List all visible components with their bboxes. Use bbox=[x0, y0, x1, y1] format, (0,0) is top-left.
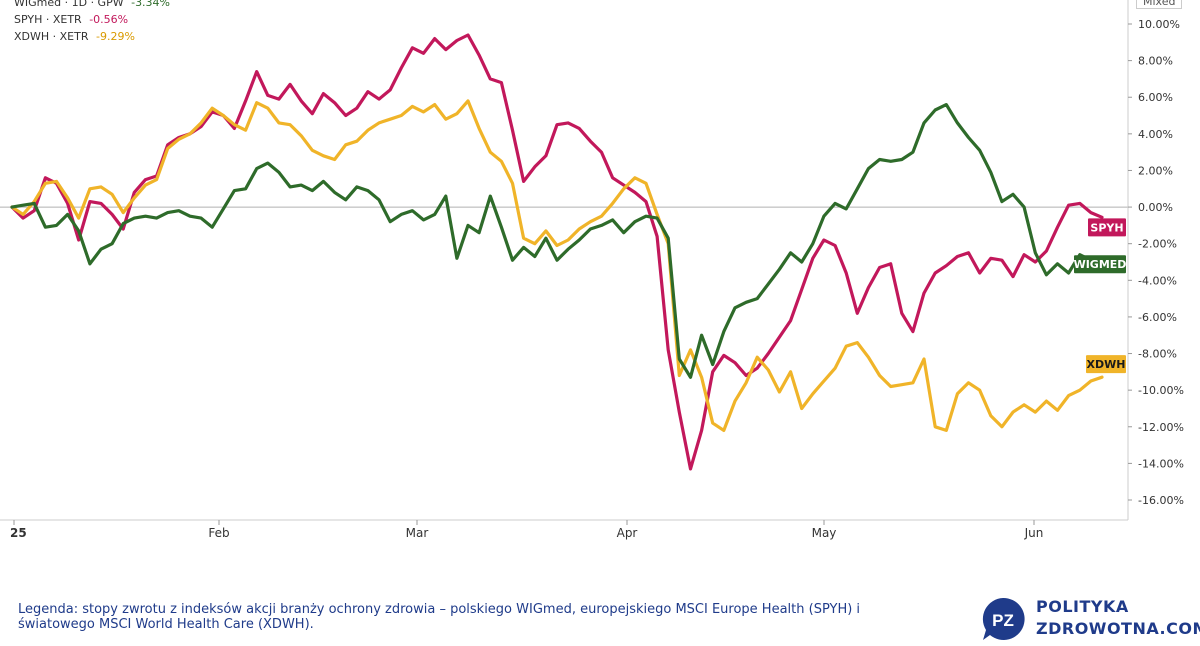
y-tick-label: 8.00% bbox=[1138, 55, 1173, 68]
logo-monogram: PZ bbox=[992, 611, 1014, 630]
end-label-bg bbox=[1088, 218, 1126, 237]
brand-line-1: POLITYKA bbox=[1036, 597, 1129, 616]
legend: WIGmed · 1D · GPW -3.34% SPYH · XETR -0.… bbox=[14, 0, 170, 45]
chart-caption: Legenda: stopy zwrotu z indeksów akcji b… bbox=[18, 602, 861, 632]
y-tick-label: -2.00% bbox=[1138, 238, 1177, 251]
y-tick-label: -14.00% bbox=[1138, 457, 1184, 470]
x-tick-label: May bbox=[812, 526, 837, 540]
y-tick-label: 2.00% bbox=[1138, 164, 1173, 177]
series-end-label-xdwh: XDWH bbox=[1086, 355, 1126, 374]
y-tick-label: -8.00% bbox=[1138, 348, 1177, 361]
series-line-wigmed bbox=[10, 103, 1104, 379]
scale-mode-toggle[interactable]: Mixed bbox=[1136, 0, 1183, 9]
legend-item-spyh: SPYH · XETR -0.56% bbox=[14, 11, 170, 28]
brand-line-2: ZDROWOTNA.COM bbox=[1036, 619, 1200, 638]
legend-value: -0.56% bbox=[89, 13, 129, 26]
legend-item-xdwh: XDWH · XETR -9.29% bbox=[14, 28, 170, 45]
y-tick-label: -6.00% bbox=[1138, 311, 1177, 324]
x-tick-label: 25 bbox=[10, 526, 27, 540]
x-tick-label: Feb bbox=[208, 526, 229, 540]
x-tick-label: Apr bbox=[617, 526, 638, 540]
legend-item-wigmed: WIGmed · 1D · GPW -3.34% bbox=[14, 0, 170, 11]
legend-label: XDWH · XETR bbox=[14, 30, 89, 43]
end-label-text: SPYH bbox=[1090, 221, 1123, 234]
end-label-bg bbox=[1074, 255, 1126, 274]
y-tick-label: 10.00% bbox=[1138, 18, 1180, 31]
end-label-text: XDWH bbox=[1087, 358, 1126, 371]
series-end-label-wigmed: WIGMED bbox=[1074, 255, 1127, 274]
y-tick-label: 0.00% bbox=[1138, 201, 1173, 214]
brand-logo-block: PZ POLITYKA ZDROWOTNA.COM bbox=[980, 592, 1200, 642]
y-tick-label: -12.00% bbox=[1138, 421, 1184, 434]
y-tick-label: -16.00% bbox=[1138, 494, 1184, 507]
legend-value: -9.29% bbox=[96, 30, 135, 43]
line-chart: 10.00% 8.00% 6.00% 4.00% 2.00% 0.00% -2.00% -4.… bbox=[0, 0, 1184, 540]
brand-name: POLITYKA ZDROWOTNA.COM bbox=[1036, 596, 1200, 640]
legend-label: SPYH · XETR bbox=[14, 13, 82, 26]
legend-label: WIGmed · 1D · GPW bbox=[14, 0, 124, 9]
y-tick-label: 6.00% bbox=[1138, 91, 1173, 104]
y-tick-label: -10.00% bbox=[1138, 384, 1184, 397]
legend-value: -3.34% bbox=[131, 0, 171, 9]
y-tick-label: -4.00% bbox=[1138, 274, 1177, 287]
x-tick-label: Mar bbox=[406, 526, 429, 540]
speech-bubble-logo-icon: PZ bbox=[982, 597, 1025, 640]
y-tick-label: 4.00% bbox=[1138, 128, 1173, 141]
series-line-xdwh bbox=[10, 99, 1104, 432]
end-label-bg bbox=[1086, 355, 1126, 374]
x-tick-label: Jun bbox=[1024, 526, 1044, 540]
end-label-text: WIGMED bbox=[1074, 258, 1127, 271]
plot-area bbox=[0, 0, 1128, 520]
series-end-label-spyh: SPYH bbox=[1088, 218, 1126, 237]
